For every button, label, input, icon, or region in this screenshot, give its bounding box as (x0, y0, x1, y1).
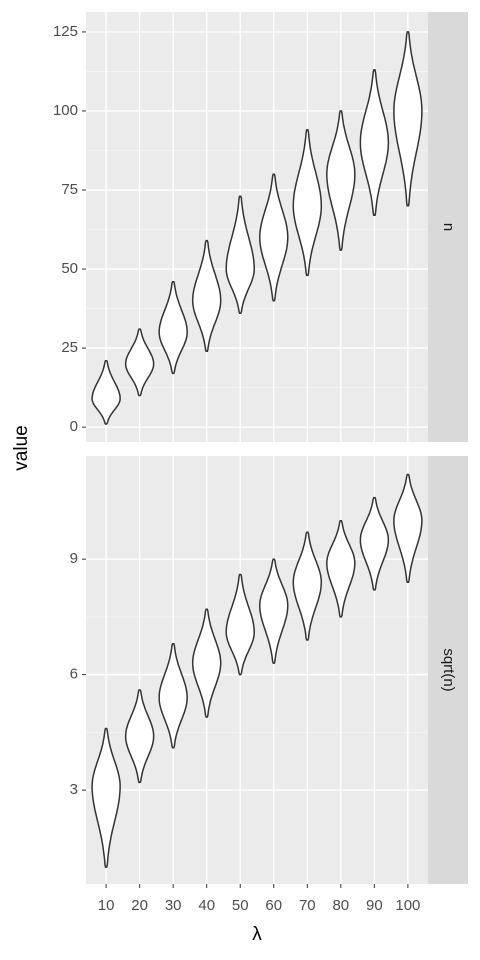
violin (292, 129, 323, 277)
x-tick-label: 10 (98, 897, 115, 914)
y-tick-label: 3 (70, 781, 78, 798)
violin (393, 473, 423, 583)
x-tick-label: 70 (299, 897, 316, 914)
y-tick-label: 6 (70, 666, 78, 683)
violin (158, 280, 188, 375)
violin (124, 328, 155, 397)
y-tick-label: 100 (53, 102, 78, 119)
violin (359, 69, 390, 217)
violin (292, 531, 323, 641)
violin (225, 195, 255, 315)
strip-background (428, 12, 468, 442)
violin (191, 608, 222, 718)
violin (91, 359, 121, 425)
x-axis-label: λ (252, 924, 262, 945)
violin (225, 573, 255, 676)
x-tick-label: 80 (332, 897, 349, 914)
violin (259, 173, 289, 302)
violin (393, 31, 423, 207)
y-tick-label: 0 (70, 418, 78, 435)
y-tick-label: 9 (70, 550, 78, 567)
x-tick-label: 60 (265, 897, 282, 914)
y-tick-label: 125 (53, 23, 78, 40)
y-axis-label: value (11, 425, 32, 470)
violin (326, 110, 356, 251)
strip-label: n (440, 223, 457, 231)
x-tick-label: 90 (366, 897, 383, 914)
x-tick-label: 40 (198, 897, 215, 914)
x-tick-label: 20 (131, 897, 148, 914)
strip-background (428, 456, 468, 884)
strip-label: sqrt(n) (440, 648, 457, 691)
violin (91, 727, 121, 868)
violin (158, 643, 188, 749)
violin (259, 558, 289, 664)
x-tick-label: 100 (395, 897, 420, 914)
x-tick-label: 30 (165, 897, 182, 914)
y-tick-label: 75 (61, 181, 78, 198)
violin (191, 239, 222, 353)
x-tick-label: 50 (232, 897, 249, 914)
y-tick-label: 25 (61, 339, 78, 356)
y-tick-label: 50 (61, 260, 78, 277)
violin (124, 689, 155, 784)
violin (359, 496, 390, 591)
violin (326, 519, 356, 618)
